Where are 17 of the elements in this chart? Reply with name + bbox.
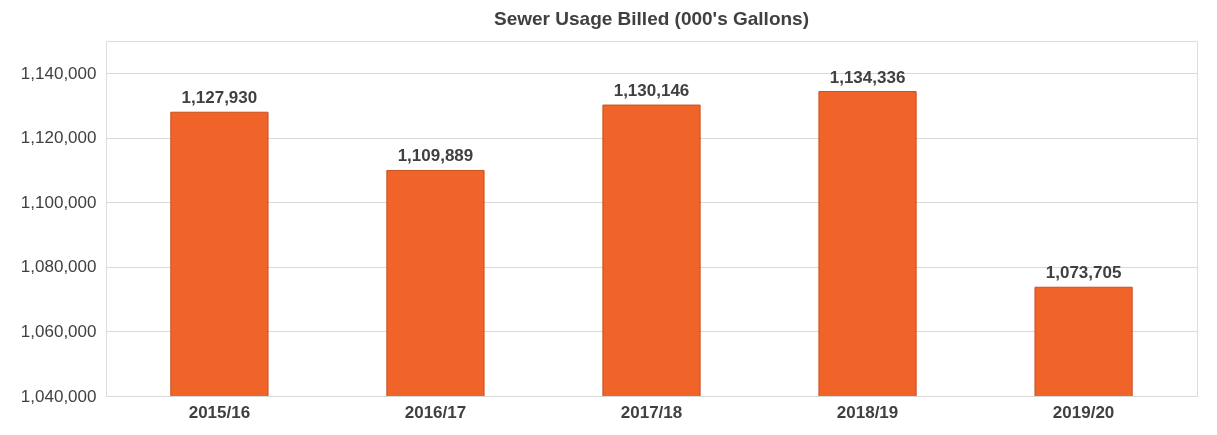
chart-title: Sewer Usage Billed (000's Gallons): [494, 8, 809, 29]
x-tick-label: 2017/18: [620, 402, 683, 422]
y-tick-label: 1,100,000: [20, 192, 97, 212]
x-tick-label: 2016/17: [404, 402, 467, 422]
data-label: 1,134,336: [829, 67, 906, 87]
data-label: 1,109,889: [397, 146, 474, 166]
y-tick-label: 1,140,000: [20, 63, 97, 83]
data-label: 1,127,930: [181, 88, 258, 108]
y-tick-label: 1,040,000: [20, 386, 97, 406]
x-tick-label: 2019/20: [1052, 402, 1115, 422]
x-tick-label: 2018/19: [836, 402, 899, 422]
y-tick-label: 1,080,000: [20, 257, 97, 277]
data-label: 1,130,146: [613, 81, 690, 101]
data-label: 1,073,705: [1045, 263, 1122, 283]
y-tick-label: 1,120,000: [20, 128, 97, 148]
y-tick-label: 1,060,000: [20, 321, 97, 341]
x-tick-label: 2015/16: [188, 402, 251, 422]
